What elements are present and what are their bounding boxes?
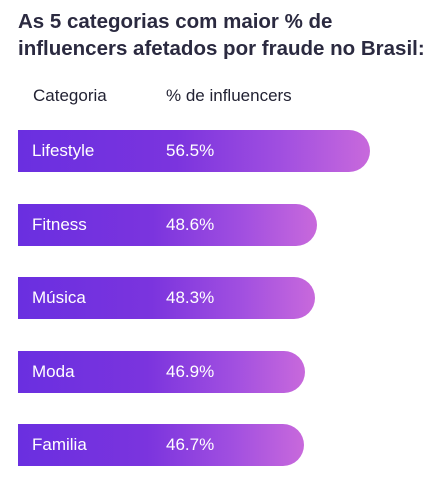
bar-category-label: Música xyxy=(32,288,86,307)
bar-value-label: 48.6% xyxy=(166,214,215,234)
bar-value-label: 56.5% xyxy=(166,141,215,160)
bar-category-label: Moda xyxy=(32,361,75,381)
bar-lifestyle: Lifestyle 56.5% xyxy=(18,130,370,172)
bar-category-label: Lifestyle xyxy=(32,141,95,160)
bar-m-sica: Música 48.3% xyxy=(18,277,315,319)
bar-category-label: Familia xyxy=(32,435,87,454)
bar-moda: Moda 46.9% xyxy=(18,350,306,393)
category-column-header: Categoria xyxy=(33,86,107,105)
chart-title: As 5 categorias com maior % de influence… xyxy=(18,10,425,60)
bar-familia: Familia 46.7% xyxy=(18,424,304,466)
bar-fitness: Fitness 48.6% xyxy=(18,203,317,246)
bar-value-label: 48.3% xyxy=(166,288,215,307)
value-column-header: % de influencers xyxy=(166,86,292,105)
bar-category-label: Fitness xyxy=(32,214,87,234)
bar-value-label: 46.9% xyxy=(166,361,215,381)
bar-value-label: 46.7% xyxy=(166,435,215,454)
